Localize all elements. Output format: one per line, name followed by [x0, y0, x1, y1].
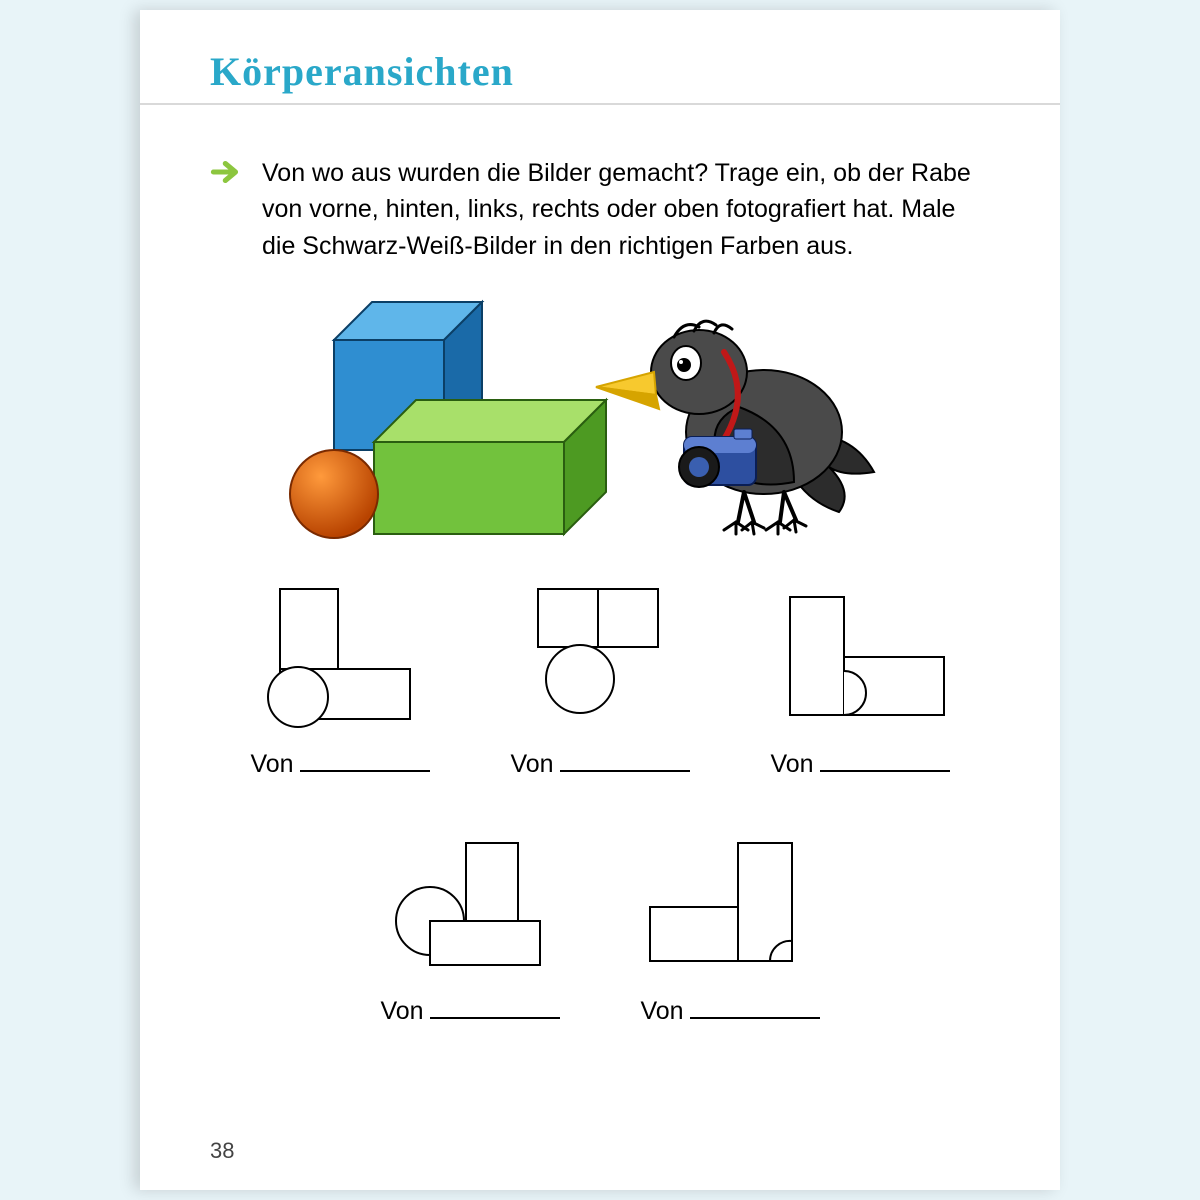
answer-label-5: Von [640, 997, 683, 1026]
view-outline-5 [630, 825, 830, 975]
view-outline-3 [760, 579, 960, 729]
answers-row-1: Von Von Von [210, 579, 990, 780]
answer-blank-4[interactable] [430, 989, 560, 1019]
answer-label-3: Von [770, 750, 813, 779]
main-scene [264, 282, 990, 547]
answer-blank-2[interactable] [560, 743, 690, 773]
page-body: Von wo aus wurden die Bilder gemacht? Tr… [140, 105, 1060, 1026]
answer-item-4: Von [370, 825, 570, 1026]
arrow-icon [210, 155, 244, 264]
answer-blank-3[interactable] [820, 743, 950, 773]
answer-label-2: Von [510, 750, 553, 779]
answers-area: Von Von Von Von Von [210, 579, 990, 1026]
answer-label-1: Von [250, 750, 293, 779]
page-number: 38 [210, 1138, 234, 1164]
page-header: Körperansichten [140, 10, 1060, 105]
instruction-text: Von wo aus wurden die Bilder gemacht? Tr… [262, 155, 990, 264]
answer-label-4: Von [380, 997, 423, 1026]
answer-blank-5[interactable] [690, 989, 820, 1019]
answer-item-3: Von [760, 579, 960, 780]
instruction-block: Von wo aus wurden die Bilder gemacht? Tr… [210, 155, 990, 264]
worksheet-page: Körperansichten Von wo aus wurden die Bi… [140, 10, 1060, 1190]
answer-item-2: Von [500, 579, 700, 780]
view-outline-1 [240, 579, 440, 729]
answer-item-5: Von [630, 825, 830, 1026]
answer-blank-1[interactable] [300, 743, 430, 773]
view-outline-2 [500, 579, 700, 729]
page-title: Körperansichten [210, 48, 1060, 95]
scene-illustration [264, 282, 884, 542]
view-outline-4 [370, 825, 570, 975]
answers-row-2: Von Von [210, 825, 990, 1026]
answer-item-1: Von [240, 579, 440, 780]
